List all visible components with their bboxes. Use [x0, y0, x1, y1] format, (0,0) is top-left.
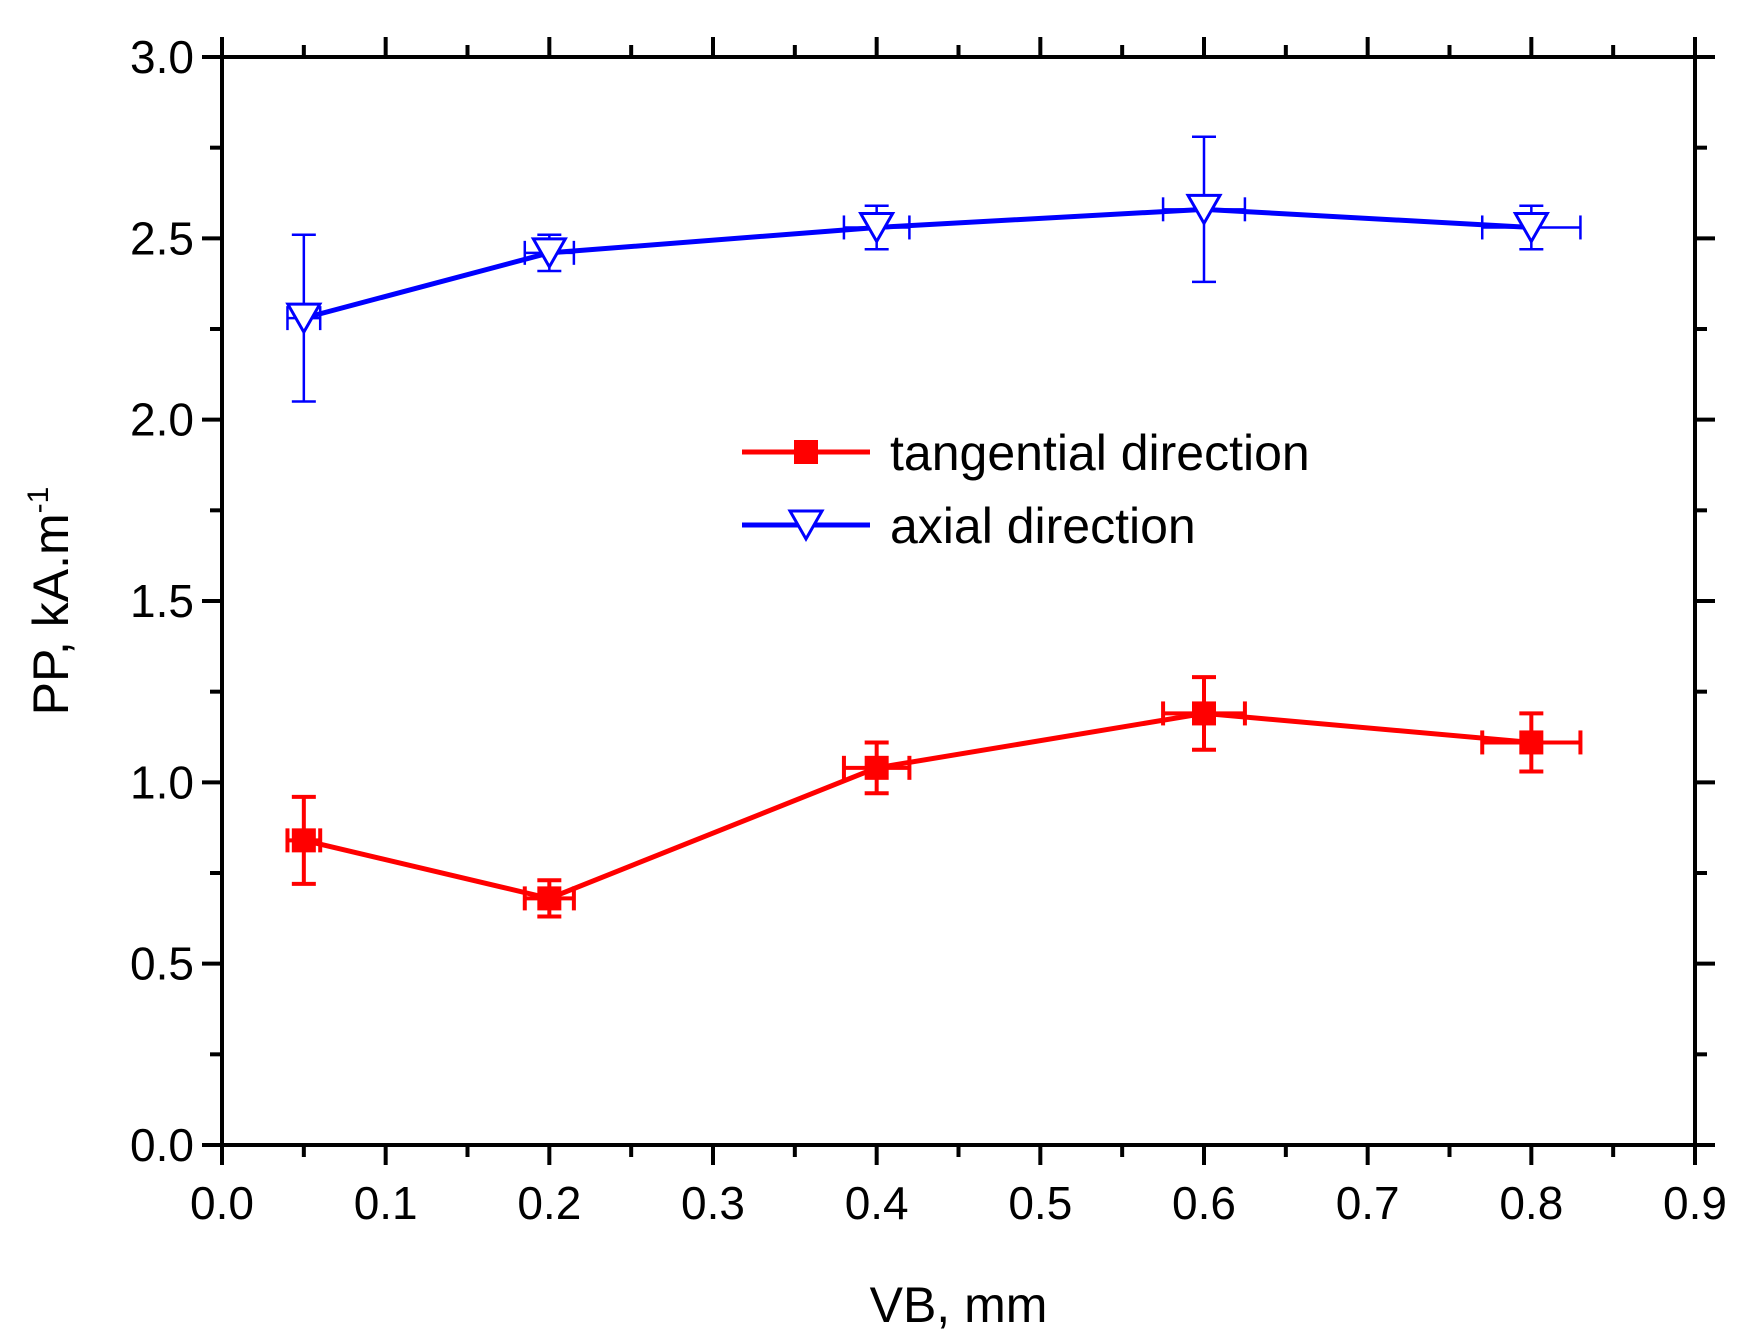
y-tick-label: 0.5: [130, 938, 194, 990]
x-tick-label: 0.8: [1499, 1177, 1563, 1229]
data-point: [1512, 211, 1550, 245]
data-point: [1192, 701, 1216, 726]
data-point: [864, 755, 889, 780]
y-axis-label-superscript: -1: [22, 487, 55, 514]
x-tick-label: 0.3: [681, 1177, 745, 1229]
x-tick-label: 0.7: [1336, 1177, 1400, 1229]
data-point: [530, 237, 568, 270]
y-tick-label: 1.0: [130, 756, 194, 808]
x-tick-label: 0.2: [517, 1177, 581, 1229]
legend-label: tangential direction: [890, 425, 1310, 481]
data-point: [291, 828, 316, 853]
x-tick-label: 0.9: [1663, 1177, 1727, 1229]
y-axis-label: PP, kA.m-1: [22, 487, 79, 716]
series-line: [303, 206, 1532, 321]
data-point: [1185, 193, 1223, 227]
series-axial: [285, 135, 1582, 403]
legend-marker: [787, 509, 825, 543]
y-tick-label: 3.0: [130, 31, 194, 83]
series-line: [303, 710, 1532, 902]
x-tick-label: 0.4: [845, 1177, 909, 1229]
x-axis-label: VB, mm: [870, 1277, 1048, 1333]
legend-label: axial direction: [890, 498, 1196, 554]
y-tick-label: 1.5: [130, 575, 194, 627]
y-tick-label: 2.0: [130, 394, 194, 446]
x-tick-label: 0.0: [190, 1177, 254, 1229]
legend-item-tangential: tangential direction: [742, 425, 1310, 481]
y-axis-label-main: PP, kA.m: [23, 513, 79, 715]
data-point: [1519, 730, 1544, 755]
x-tick-label: 0.1: [354, 1177, 418, 1229]
y-tick-label: 0.0: [130, 1119, 194, 1171]
plot-frame: [220, 55, 1697, 1147]
data-point: [537, 886, 562, 911]
data-point: [858, 211, 896, 245]
data-point: [285, 302, 323, 336]
legend-item-axial: axial direction: [742, 498, 1196, 554]
x-tick-label: 0.6: [1172, 1177, 1236, 1229]
x-tick-label: 0.5: [1008, 1177, 1072, 1229]
y-tick-label: 2.5: [130, 212, 194, 264]
legend-marker: [794, 440, 818, 464]
series-tangential: [285, 675, 1583, 919]
